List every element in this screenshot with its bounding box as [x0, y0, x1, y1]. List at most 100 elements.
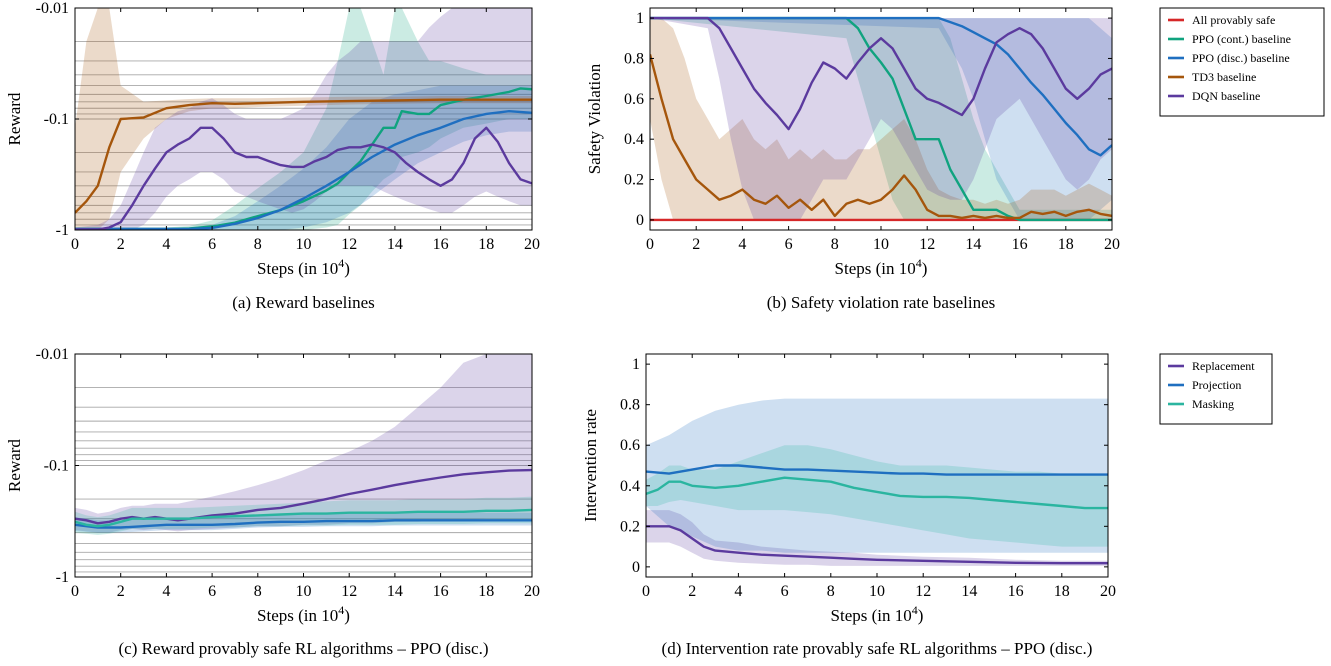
chart-panel-c: 0 2 4 6 8 10 12 14 16 18 20 -1 -0.1 -0.01 Steps (in 10…: [5, 346, 540, 658]
legend-entry: PPO (cont.) baseline: [1192, 32, 1291, 46]
x-tick-label: 16: [433, 236, 449, 253]
series-line-1: [75, 110, 532, 230]
x-axis-label-main: Steps (in 10: [831, 606, 912, 625]
y-tick-label: 0.2: [620, 518, 640, 535]
legend-entry: Masking: [1192, 397, 1234, 411]
y-tick-label: 0.2: [624, 172, 644, 189]
x-tick-label: 16: [433, 583, 449, 600]
y-tick-label: 1: [632, 356, 640, 373]
x-tick-label: 4: [738, 236, 746, 253]
x-tick-label: 6: [208, 583, 216, 600]
x-tick-label: 4: [162, 236, 170, 253]
legend-bottom: Replacement Projection Masking: [1159, 353, 1273, 425]
x-tick-label: 14: [387, 236, 403, 253]
legend-entry: All provably safe: [1192, 13, 1275, 27]
x-tick-label: 14: [387, 583, 403, 600]
series-band-0: [75, 354, 532, 533]
series-layer: [75, 354, 532, 535]
y-tick-label: -1: [56, 222, 69, 239]
y-axis-label: Reward: [5, 439, 24, 492]
x-ticks: 0 2 4 6 8 10 12 14 16 18 20: [71, 354, 540, 600]
y-ticks: 0 0.2 0.4 0.6 0.8 1: [620, 356, 1108, 576]
chart-panel-a: 0 2 4 6 8 10 12 14 16 18 20 -1 -0.1 -0.01 Steps (in 10…: [5, 0, 540, 312]
x-axis-label-exponent: 4: [912, 603, 918, 617]
series-band-1: [75, 85, 532, 230]
x-tick-label: 16: [1008, 583, 1024, 600]
x-tick-label: 14: [961, 583, 977, 600]
x-tick-label: 2: [688, 583, 696, 600]
caption: (a) Reward baselines: [232, 293, 375, 312]
y-tick-label: 0.4: [620, 478, 640, 495]
x-tick-label: 6: [785, 236, 793, 253]
series-line-4: [650, 16, 1112, 131]
x-axis-label-exponent: 4: [916, 256, 922, 270]
y-tick-label: -0.1: [44, 111, 69, 128]
series-line-2: [75, 98, 532, 214]
y-tick-label: -0.1: [44, 458, 69, 475]
y-ticks: -1 -0.1 -0.01: [36, 0, 532, 239]
x-tick-label: 2: [117, 236, 125, 253]
y-tick-label: 0: [636, 212, 644, 229]
x-tick-label: 10: [869, 583, 885, 600]
series-line-3: [650, 54, 1112, 220]
series-line-1: [646, 464, 1108, 476]
y-tick-label: 0.8: [620, 397, 640, 414]
series-line-2: [650, 16, 1112, 157]
x-axis-label-main: Steps (in 10: [257, 606, 338, 625]
legend-entry: DQN baseline: [1192, 89, 1260, 103]
series-line-1: [75, 519, 532, 529]
x-tick-label: 2: [117, 583, 125, 600]
x-axis-label-main: Steps (in 10: [257, 259, 338, 278]
legend-entry: Projection: [1192, 378, 1241, 392]
legend-entry: Replacement: [1192, 359, 1255, 373]
series-line-0: [75, 468, 532, 525]
x-tick-label: 12: [919, 236, 935, 253]
x-tick-label: 0: [642, 583, 650, 600]
legend-entry: TD3 baseline: [1192, 70, 1256, 84]
y-tick-label: -0.01: [36, 0, 69, 17]
series-layer: [75, 8, 532, 230]
series-band-3: [650, 18, 1112, 220]
series-line-1: [650, 16, 1112, 222]
x-axis-label-end: ): [918, 606, 924, 625]
legend-top: All provably safe PPO (cont.) baseline PPO…: [1159, 7, 1325, 117]
x-ticks: 0 2 4 6 8 10 12 14 16 18 20: [71, 8, 540, 253]
caption: (c) Reward provably safe RL algorithms –…: [119, 639, 489, 658]
chart-panel-b: 0 2 4 6 8 10 12 14 16 18 20 0 0.2 0.4 0.6 0.8 1 Steps (in…: [585, 7, 1120, 312]
y-tick-label: 0.8: [624, 50, 644, 67]
x-ticks: 0 2 4 6 8 10 12 14 16 18 20: [642, 354, 1116, 600]
series-band-2: [650, 18, 1112, 220]
y-ticks: -1 -0.1 -0.01: [36, 346, 532, 586]
x-tick-label: 8: [831, 236, 839, 253]
caption: (d) Intervention rate provably safe RL a…: [662, 639, 1093, 658]
x-tick-label: 10: [873, 236, 889, 253]
series-layer: [650, 16, 1112, 222]
x-axis-label-exponent: 4: [338, 256, 344, 270]
series-band-3: [75, 8, 532, 230]
y-tick-label: -0.01: [36, 346, 69, 363]
x-tick-label: 4: [734, 583, 742, 600]
x-tick-label: 0: [71, 236, 79, 253]
series-line-2: [646, 476, 1108, 510]
series-band-0: [646, 510, 1108, 566]
x-tick-label: 4: [162, 583, 170, 600]
x-tick-label: 8: [254, 236, 262, 253]
x-tick-label: 0: [71, 583, 79, 600]
x-axis-label: Steps (in 104): [257, 603, 350, 625]
caption: (b) Safety violation rate baselines: [767, 293, 995, 312]
x-tick-label: 6: [781, 583, 789, 600]
legend-entry: PPO (disc.) baseline: [1192, 51, 1290, 65]
x-tick-label: 20: [1104, 236, 1120, 253]
x-tick-label: 10: [296, 583, 312, 600]
x-tick-label: 14: [965, 236, 981, 253]
x-tick-label: 10: [296, 236, 312, 253]
y-tick-label: 0.6: [624, 91, 644, 108]
x-tick-label: 20: [1100, 583, 1116, 600]
y-tick-label: 0.4: [624, 131, 644, 148]
x-axis-label-end: ): [344, 259, 350, 278]
series-layer: [646, 398, 1108, 566]
series-line-3: [75, 126, 532, 230]
x-tick-label: 12: [341, 236, 357, 253]
x-ticks: 0 2 4 6 8 10 12 14 16 18 20: [646, 8, 1120, 253]
